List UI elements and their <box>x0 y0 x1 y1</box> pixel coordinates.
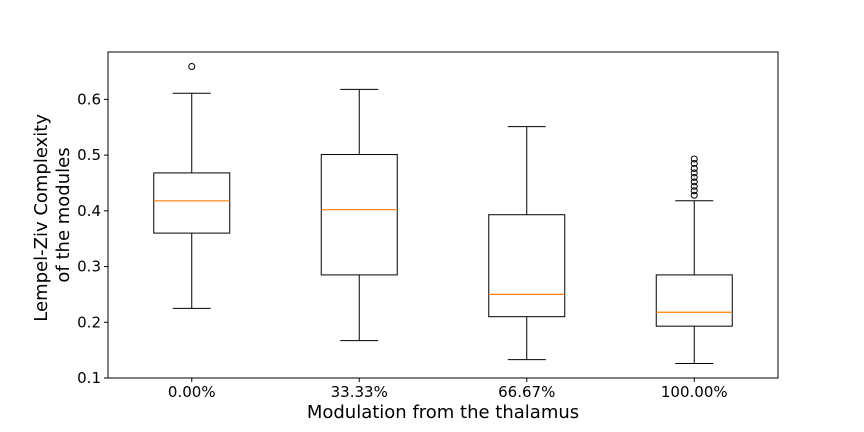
outlier-point <box>690 164 698 172</box>
iqr-box <box>655 274 733 327</box>
y-tick-label: 0.2 <box>77 313 101 331</box>
x-axis-label: Modulation from the thalamus <box>307 402 579 423</box>
outlier-point <box>690 155 698 163</box>
y-axis-label-line-2: of the modules <box>53 147 74 282</box>
y-tick-label: 0.5 <box>77 146 101 164</box>
outlier-point <box>690 178 698 186</box>
box-2 <box>320 88 398 342</box>
iqr-box <box>153 172 231 234</box>
outlier-point <box>690 159 698 167</box>
x-tick-label: 0.00% <box>168 383 216 401</box>
outlier-point <box>690 187 698 195</box>
x-tick-label: 66.67% <box>498 383 555 401</box>
x-tick-label: 33.33% <box>331 383 388 401</box>
x-tick-label: 100.00% <box>661 383 728 401</box>
outlier-point <box>188 62 196 70</box>
y-tick-label: 0.3 <box>77 258 101 276</box>
y-axis: 0.1 0.2 0.3 0.4 0.5 0.6 <box>77 90 108 387</box>
box-1 <box>153 62 231 309</box>
iqr-box <box>488 214 566 318</box>
outlier-point <box>690 182 698 190</box>
plot-area <box>107 51 779 379</box>
y-tick-label: 0.4 <box>77 202 101 220</box>
box-3 <box>488 126 566 361</box>
box-4 <box>655 155 733 365</box>
outlier-point <box>690 173 698 181</box>
boxes-group <box>153 62 733 365</box>
y-axis-label: Lempel-Ziv Complexity of the modules <box>31 108 74 321</box>
x-axis: 0.00% 33.33% 66.67% 100.00% <box>168 378 728 401</box>
y-tick-label: 0.1 <box>77 369 101 387</box>
y-axis-label-line-1: Lempel-Ziv Complexity <box>31 114 52 322</box>
y-tick-label: 0.6 <box>77 90 101 108</box>
outlier-point <box>690 169 698 177</box>
outlier-point <box>690 191 698 199</box>
iqr-box <box>320 154 398 276</box>
